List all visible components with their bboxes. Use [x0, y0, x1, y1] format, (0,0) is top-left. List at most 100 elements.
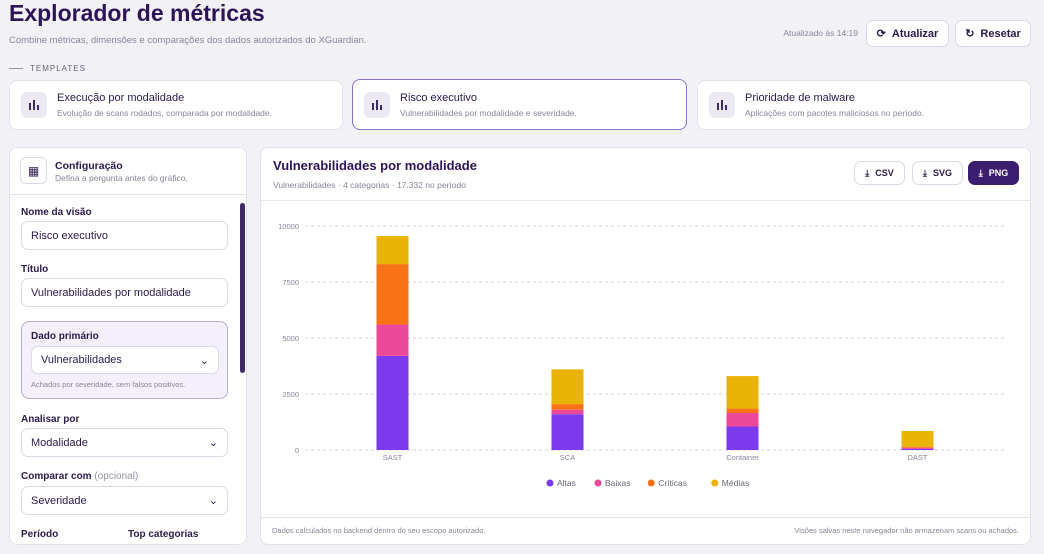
bar-segment — [376, 355, 409, 450]
chevron: ⌄ — [208, 495, 218, 507]
select[interactable]: Vulnerabilidades ⌄ — [31, 346, 219, 374]
divider — [261, 200, 1030, 201]
field-label: Título — [21, 264, 49, 275]
bar-segment — [901, 448, 934, 450]
field-label: Comparar com (opcional) — [21, 471, 138, 482]
chart-title: Vulnerabilidades por modalidade — [273, 158, 477, 173]
bar-icon — [372, 99, 382, 110]
section-label: TEMPLATES — [30, 64, 86, 73]
config-subtitle: Defina a pergunta antes do gráfico. — [55, 173, 188, 183]
template-title: Execução por modalidade — [57, 92, 185, 104]
bar-segment — [726, 408, 759, 414]
bar-segment — [376, 236, 409, 265]
page-subtitle: Combine métricas, dimensões e comparaçõe… — [9, 35, 367, 46]
bar-icon — [29, 100, 39, 110]
bar-segment — [901, 430, 934, 447]
select-value: Modalidade — [31, 436, 88, 449]
field-label: Dado primário — [31, 331, 99, 342]
reset-button[interactable]: ↻ Resetar — [955, 20, 1031, 47]
icon: ⤓ — [978, 167, 983, 178]
bar-segment — [901, 446, 934, 448]
field-label: Top categorias — [128, 529, 199, 540]
text-input[interactable]: Vulnerabilidades por modalidade — [21, 278, 228, 307]
legend-label: Médias — [722, 478, 749, 488]
button-label: CSV — [875, 168, 894, 178]
export-button-primary[interactable]: ⤓ PNG — [968, 161, 1019, 185]
x-tick-label: SAST — [383, 453, 403, 462]
bar-segment — [551, 404, 584, 410]
bar-segment — [551, 414, 584, 450]
bar-segment — [726, 376, 759, 409]
icon — [709, 92, 735, 118]
config-icon: ▦ — [20, 157, 47, 184]
label-hint: (opcional) — [94, 471, 139, 482]
chevron: ⌄ — [208, 437, 218, 449]
chart: 0 2500 5000 7500 10000 SAST SCA Container DAST Al… — [278, 222, 1005, 488]
bar-segment — [901, 447, 934, 449]
select-value: Vulnerabilidades — [41, 354, 122, 366]
template-card-selected[interactable]: Risco executivo Vulnerabilidades por moda… — [352, 79, 687, 130]
updated-at: Atualizado às 14:19 — [783, 28, 858, 38]
bar-segment — [726, 426, 759, 450]
help-text: Achados por severidade, sem falsos posit… — [31, 380, 186, 389]
divider — [261, 517, 1030, 518]
icon: ↻ — [965, 28, 975, 40]
scrollbar[interactable] — [240, 203, 245, 373]
select-value: Severidade — [31, 494, 87, 507]
template-card[interactable]: Prioridade de malware Aplicações com paco… — [697, 80, 1031, 130]
legend-swatch — [594, 479, 602, 487]
page-title: Explorador de métricas — [9, 0, 265, 26]
bar-segment — [551, 409, 584, 415]
input-value: Vulnerabilidades por modalidade — [31, 286, 191, 299]
primary-box: Dado primário Vulnerabilidades ⌄ Achados … — [21, 321, 228, 399]
button-label: Resetar — [980, 27, 1021, 40]
legend-label: Críticas — [658, 478, 687, 488]
x-tick-label: Container — [726, 453, 759, 462]
field-label: Nome da visão — [21, 207, 92, 218]
template-card[interactable]: Execução por modalidade Evolução de scans… — [9, 80, 343, 130]
template-description: Aplicações com pacotes maliciosos no per… — [745, 108, 925, 118]
text-input[interactable]: Risco executivo — [21, 221, 228, 250]
chart-subtitle: Vulnerabilidades · 4 categorias · 17.332… — [273, 180, 466, 190]
field-label: Analisar por — [21, 414, 80, 425]
bar-icon — [717, 100, 727, 110]
config-title: Configuração — [55, 160, 123, 172]
footer-note: Dados calculados no backend dentro do se… — [272, 526, 486, 535]
y-tick-label: 5000 — [282, 334, 299, 343]
legend-swatch — [647, 479, 655, 487]
x-tick-label: DAST — [907, 453, 927, 462]
button-label: SVG — [932, 168, 952, 178]
bar-segment — [376, 264, 409, 325]
divider — [9, 68, 23, 69]
y-tick-label: 10000 — [278, 222, 299, 231]
legend-swatch — [711, 479, 719, 487]
bar-segment — [551, 369, 584, 405]
template-title: Prioridade de malware — [745, 92, 856, 104]
x-tick-label: SCA — [560, 453, 575, 462]
select[interactable]: Severidade ⌄ — [21, 486, 228, 515]
divider — [10, 194, 246, 195]
y-tick-label: 7500 — [282, 278, 299, 287]
template-description: Evolução de scans rodados, comparada por… — [57, 108, 272, 118]
icon — [364, 91, 390, 118]
bar-segment — [376, 324, 409, 356]
button-label: PNG — [988, 168, 1009, 178]
icon: ⤓ — [923, 167, 927, 178]
chart-panel: Vulnerabilidades por modalidade Vulnerab… — [260, 147, 1031, 545]
field-label: Período — [21, 529, 59, 540]
y-tick-label: 0 — [295, 446, 299, 455]
y-tick-label: 2500 — [282, 390, 299, 399]
export-button[interactable]: ⤓ SVG — [912, 161, 963, 185]
template-description: Vulnerabilidades por modalidade e severi… — [400, 107, 577, 118]
config-panel: ▦ Configuração Defina a pergunta antes d… — [9, 147, 247, 545]
template-title: Risco executivo — [400, 91, 478, 104]
label-text: Comparar com — [21, 471, 92, 482]
icon — [21, 92, 47, 118]
export-button[interactable]: ⤓ CSV — [854, 161, 905, 185]
refresh-button[interactable]: ⟳ Atualizar — [866, 20, 949, 47]
select[interactable]: Modalidade ⌄ — [21, 428, 228, 457]
icon: ⤓ — [865, 167, 870, 178]
bar-segment — [726, 413, 759, 427]
button-label: Atualizar — [891, 27, 939, 40]
